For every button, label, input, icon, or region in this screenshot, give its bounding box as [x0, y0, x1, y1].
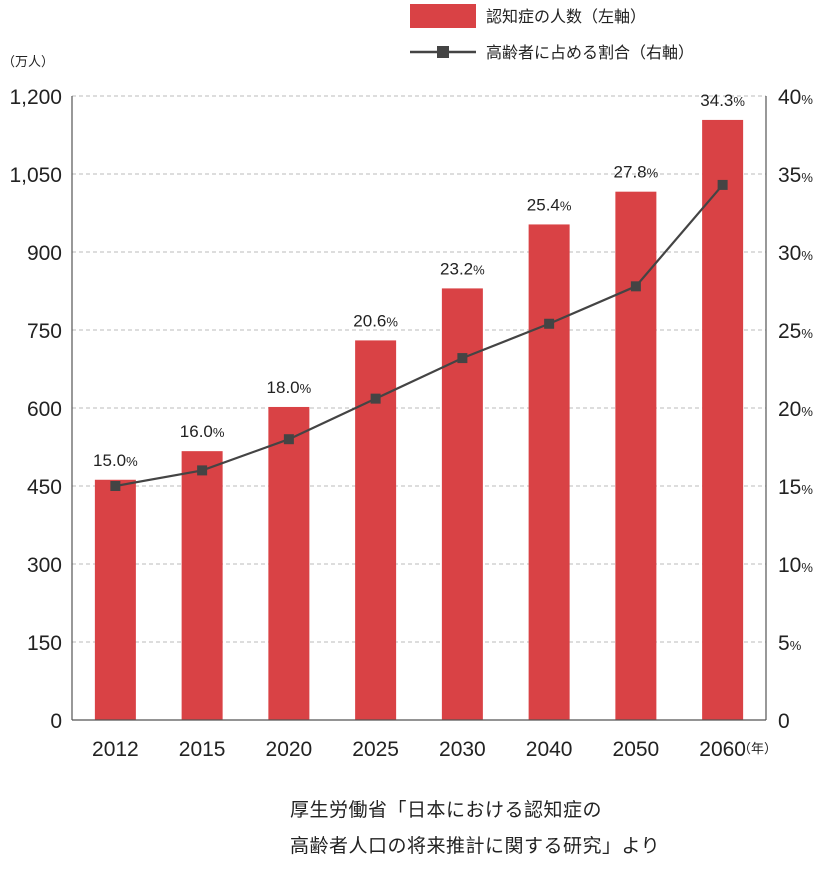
- data-label-2012: 15.0%: [93, 451, 138, 470]
- right-tick-label-3: 15%: [778, 476, 813, 499]
- ratio-marker-2012: [110, 481, 121, 491]
- source-note: 厚生労働省「日本における認知症の 高齢者人口の将来推計に関する研究」より: [290, 792, 660, 864]
- right-tick-label-1: 5%: [778, 632, 802, 655]
- x-tick-label-2025: 2025: [352, 738, 399, 761]
- x-tick-label-2060: 2060: [699, 738, 746, 761]
- right-tick-label-5: 25%: [778, 320, 813, 343]
- left-tick-label-3: 450: [27, 476, 62, 499]
- left-tick-label-7: 1,050: [9, 164, 62, 187]
- left-tick-label-8: 1,200: [9, 86, 62, 109]
- x-tick-label-2040: 2040: [526, 738, 573, 761]
- x-tick-label-2030: 2030: [439, 738, 486, 761]
- legend: 認知症の人数（左軸） 高齢者に占める割合（右軸）: [410, 4, 694, 62]
- left-tick-label-1: 150: [27, 632, 62, 655]
- right-tick-label-4: 20%: [778, 398, 813, 421]
- ratio-line: [110, 179, 728, 491]
- bar-2050: [615, 191, 657, 720]
- ratio-marker-2025: [370, 393, 381, 404]
- x-tick-label-2020: 2020: [266, 738, 313, 761]
- right-tick-label-8: 40%: [778, 86, 813, 109]
- ratio-marker-2040: [544, 318, 555, 329]
- right-tick-label-6: 30%: [778, 242, 813, 265]
- right-tick-label-2: 10%: [778, 554, 813, 577]
- bar-2012: [94, 479, 136, 720]
- data-label-2050: 27.8%: [614, 163, 659, 182]
- data-label-2025: 20.6%: [353, 311, 398, 330]
- data-label-2030: 23.2%: [440, 259, 485, 278]
- x-tick-label-2050: 2050: [613, 738, 660, 761]
- legend-bar-swatch: [410, 4, 476, 28]
- legend-bar-label: 認知症の人数（左軸）: [486, 7, 646, 26]
- source-line-1: 厚生労働省「日本における認知症の: [290, 799, 603, 821]
- bar-2025: [355, 340, 397, 720]
- x-axis-unit: （年）: [738, 741, 777, 756]
- ratio-polyline: [115, 184, 724, 488]
- ratio-marker-2060: [717, 179, 728, 190]
- data-label-2060: 34.3%: [700, 91, 745, 110]
- gridlines: [72, 95, 766, 643]
- data-label-2020: 18.0%: [267, 378, 312, 397]
- left-tick-label-6: 900: [27, 242, 62, 265]
- bars: [94, 119, 744, 721]
- left-axis-unit: （万人）: [2, 54, 54, 69]
- data-labels: 15.0% 16.0% 18.0% 20.6% 23.2% 25.4% 27.8% 34.3%: [93, 91, 745, 470]
- bar-2060: [702, 119, 744, 721]
- data-label-2040: 25.4%: [527, 195, 572, 214]
- x-tick-label-2012: 2012: [92, 738, 139, 761]
- axes: [71, 96, 767, 721]
- ratio-marker-2050: [630, 281, 641, 292]
- ratio-marker-2030: [457, 353, 468, 364]
- right-tick-label-0: 0: [778, 710, 790, 733]
- ratio-marker-2020: [283, 434, 294, 445]
- x-tick-label-2015: 2015: [179, 738, 226, 761]
- left-tick-label-2: 300: [27, 554, 62, 577]
- left-tick-label-4: 600: [27, 398, 62, 421]
- left-tick-label-5: 750: [27, 320, 62, 343]
- tick-labels: 0 150 300 450 600 750 900 1,050 1,200 0 5% 10% 15% 20…: [9, 86, 813, 761]
- bar-2020: [268, 406, 310, 720]
- ratio-marker-2015: [197, 465, 208, 476]
- source-line-2: 高齢者人口の将来推計に関する研究」より: [290, 835, 661, 857]
- right-tick-label-7: 35%: [778, 164, 813, 187]
- left-tick-label-0: 0: [50, 710, 62, 733]
- legend-line-marker: [437, 46, 449, 58]
- bar-2015: [181, 451, 223, 720]
- bar-2040: [528, 224, 570, 720]
- data-label-2015: 16.0%: [180, 422, 225, 441]
- legend-line-label: 高齢者に占める割合（右軸）: [486, 43, 694, 62]
